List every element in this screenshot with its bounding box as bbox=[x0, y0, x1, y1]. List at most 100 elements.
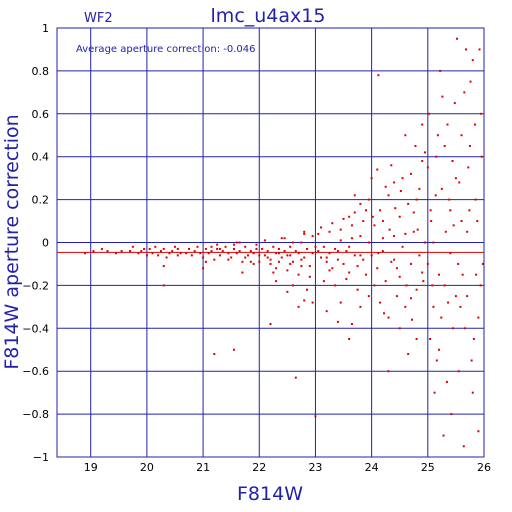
data-point bbox=[336, 258, 339, 261]
data-point bbox=[401, 177, 404, 180]
data-point bbox=[277, 247, 280, 250]
data-point bbox=[252, 252, 255, 255]
data-point bbox=[447, 301, 450, 304]
data-point bbox=[328, 252, 331, 255]
data-point bbox=[311, 252, 314, 255]
data-point bbox=[443, 284, 446, 287]
data-point bbox=[429, 209, 432, 212]
data-point bbox=[387, 194, 390, 197]
data-point bbox=[131, 245, 134, 248]
data-point bbox=[210, 245, 213, 248]
x-tick-label: 19 bbox=[84, 461, 98, 474]
x-tick-label: 21 bbox=[196, 461, 210, 474]
data-point bbox=[427, 112, 430, 115]
data-point bbox=[435, 359, 438, 362]
data-point bbox=[384, 280, 387, 283]
data-point bbox=[367, 198, 370, 201]
data-point bbox=[350, 224, 353, 227]
data-point bbox=[481, 262, 484, 265]
y-tick-label: 0.4 bbox=[32, 151, 50, 164]
data-point bbox=[436, 134, 439, 137]
data-point bbox=[275, 252, 278, 255]
data-point bbox=[409, 262, 412, 265]
data-point bbox=[157, 254, 160, 257]
data-point bbox=[471, 59, 474, 62]
grid bbox=[57, 27, 485, 458]
data-point bbox=[328, 269, 331, 272]
data-point bbox=[140, 250, 143, 253]
data-point bbox=[424, 151, 427, 154]
data-point bbox=[171, 250, 174, 253]
data-point bbox=[322, 245, 325, 248]
data-point bbox=[467, 166, 470, 169]
data-point bbox=[179, 252, 182, 255]
data-point bbox=[325, 310, 328, 313]
data-point bbox=[468, 144, 471, 147]
data-point bbox=[480, 155, 483, 158]
data-point bbox=[241, 260, 244, 263]
data-point bbox=[232, 243, 235, 246]
data-point bbox=[162, 265, 165, 268]
data-point bbox=[457, 370, 460, 373]
data-point bbox=[162, 247, 165, 250]
data-point bbox=[381, 220, 384, 223]
data-point bbox=[353, 211, 356, 214]
data-point bbox=[466, 295, 469, 298]
data-point bbox=[465, 48, 468, 51]
data-point bbox=[297, 252, 300, 255]
data-point bbox=[466, 230, 469, 233]
data-point bbox=[286, 269, 289, 272]
data-point bbox=[401, 245, 404, 248]
data-point bbox=[404, 134, 407, 137]
data-point bbox=[438, 273, 441, 276]
data-point bbox=[394, 207, 397, 210]
data-point bbox=[348, 245, 351, 248]
data-point bbox=[176, 247, 179, 250]
data-point bbox=[221, 250, 224, 253]
data-point bbox=[362, 220, 365, 223]
data-point bbox=[84, 252, 87, 255]
data-point bbox=[461, 273, 464, 276]
data-point bbox=[377, 252, 380, 255]
data-point bbox=[390, 164, 393, 167]
data-point bbox=[472, 338, 475, 341]
data-point bbox=[283, 237, 286, 240]
y-tick-label: −1 bbox=[33, 451, 49, 464]
data-point bbox=[339, 239, 342, 242]
data-point bbox=[415, 198, 418, 201]
data-point bbox=[269, 258, 272, 261]
data-point bbox=[342, 262, 345, 265]
data-point bbox=[308, 265, 311, 268]
data-point bbox=[409, 297, 412, 300]
data-point bbox=[359, 254, 362, 257]
data-point bbox=[334, 284, 337, 287]
data-point bbox=[411, 318, 414, 321]
data-point bbox=[314, 245, 317, 248]
data-point bbox=[362, 258, 365, 261]
data-point bbox=[395, 295, 398, 298]
data-point bbox=[435, 155, 438, 158]
data-point bbox=[384, 185, 387, 188]
data-point bbox=[241, 271, 244, 274]
data-point bbox=[398, 327, 401, 330]
data-point bbox=[230, 256, 233, 259]
average-annotation: Average aperture correction: -0.046 bbox=[76, 44, 256, 55]
data-point bbox=[421, 271, 424, 274]
data-point bbox=[445, 380, 448, 383]
data-point bbox=[311, 301, 314, 304]
data-point bbox=[331, 222, 334, 225]
data-point bbox=[317, 232, 320, 235]
data-point bbox=[379, 301, 382, 304]
data-point bbox=[306, 288, 309, 291]
data-point bbox=[193, 250, 196, 253]
data-point bbox=[370, 254, 373, 257]
data-point bbox=[444, 230, 447, 233]
data-point bbox=[336, 250, 339, 253]
data-point bbox=[348, 215, 351, 218]
data-point bbox=[235, 252, 238, 255]
data-point bbox=[456, 37, 459, 40]
data-point bbox=[275, 280, 278, 283]
data-point bbox=[258, 260, 261, 263]
data-point bbox=[314, 415, 317, 418]
